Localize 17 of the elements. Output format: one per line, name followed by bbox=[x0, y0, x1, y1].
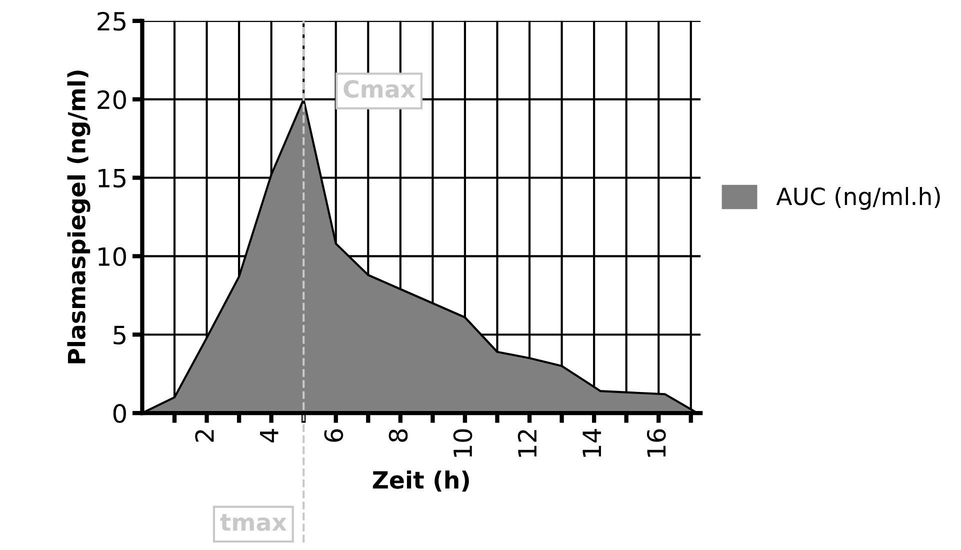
y-tick-label: 0 bbox=[113, 404, 126, 423]
y-tick-label: 25 bbox=[98, 12, 126, 31]
x-tick-label: 16 bbox=[646, 429, 666, 457]
x-axis-title: Zeit (h) bbox=[372, 470, 469, 492]
legend-label: AUC (ng/ml.h) bbox=[776, 187, 940, 210]
x-tick-label: 6 bbox=[324, 429, 344, 442]
y-tick-label: 5 bbox=[114, 326, 126, 344]
y-axis-title: Plasmaspiegel (ng/ml) bbox=[67, 70, 90, 364]
x-tick-label: 4 bbox=[260, 429, 278, 442]
y-tick-label: 10 bbox=[98, 247, 126, 266]
x-tick-label: 12 bbox=[518, 430, 536, 457]
x-tick-label: 8 bbox=[388, 429, 408, 442]
x-tick-label: 10 bbox=[453, 429, 472, 457]
y-tick-label: 15 bbox=[98, 169, 126, 188]
x-tick-label: 2 bbox=[195, 430, 214, 442]
x-tick-label: 14 bbox=[582, 429, 601, 457]
y-tick-label: 20 bbox=[98, 90, 126, 110]
